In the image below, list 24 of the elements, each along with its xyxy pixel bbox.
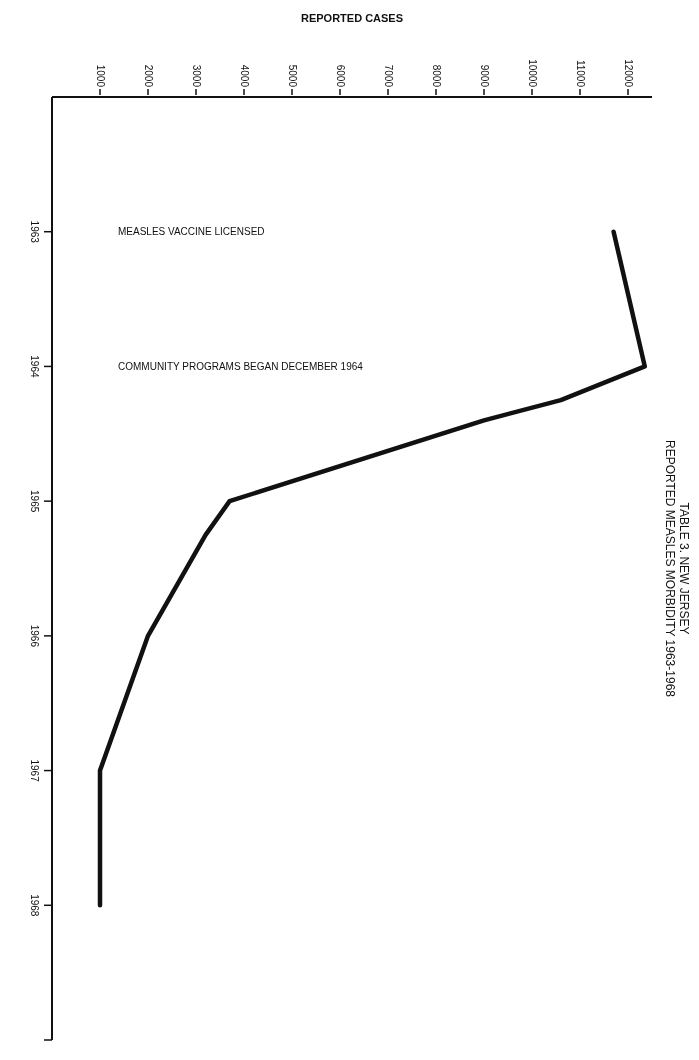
y-tick-label: 1968 [28, 894, 40, 917]
line-series [97, 229, 648, 908]
x-axis-title: REPORTED CASES [300, 12, 404, 24]
x-tick-label: 5000 [286, 64, 298, 88]
y-tick-label: 1965 [28, 490, 40, 513]
x-tick-label: 1000 [94, 64, 106, 88]
x-tick-label: 10000 [526, 59, 538, 88]
annotation: MEASLES VACCINE LICENSED [118, 226, 265, 238]
x-tick-label: 3000 [190, 64, 202, 88]
x-tick-label: 8000 [430, 64, 442, 88]
x-tick-label: 12000 [622, 59, 634, 88]
x-tick-label: 2000 [142, 64, 154, 88]
y-tick-label: 1963 [28, 220, 40, 244]
text: REPORTED MEASLES MORBIDITY 1963-1968 [663, 440, 677, 698]
y-tick-label: 1964 [28, 355, 40, 378]
x-tick-label: 9000 [478, 64, 490, 88]
x-tick-label: 7000 [382, 64, 394, 88]
y-tick-label: 1966 [28, 624, 40, 648]
text: TABLE 3. NEW JERSEY [677, 502, 691, 635]
x-tick-label: 6000 [334, 64, 346, 88]
y-tick-label: 1967 [28, 759, 40, 783]
x-tick-label: 11000 [574, 59, 586, 88]
x-tick-label: 4000 [238, 64, 250, 88]
annotation: COMMUNITY PROGRAMS BEGAN DECEMBER 1964 [118, 360, 364, 372]
